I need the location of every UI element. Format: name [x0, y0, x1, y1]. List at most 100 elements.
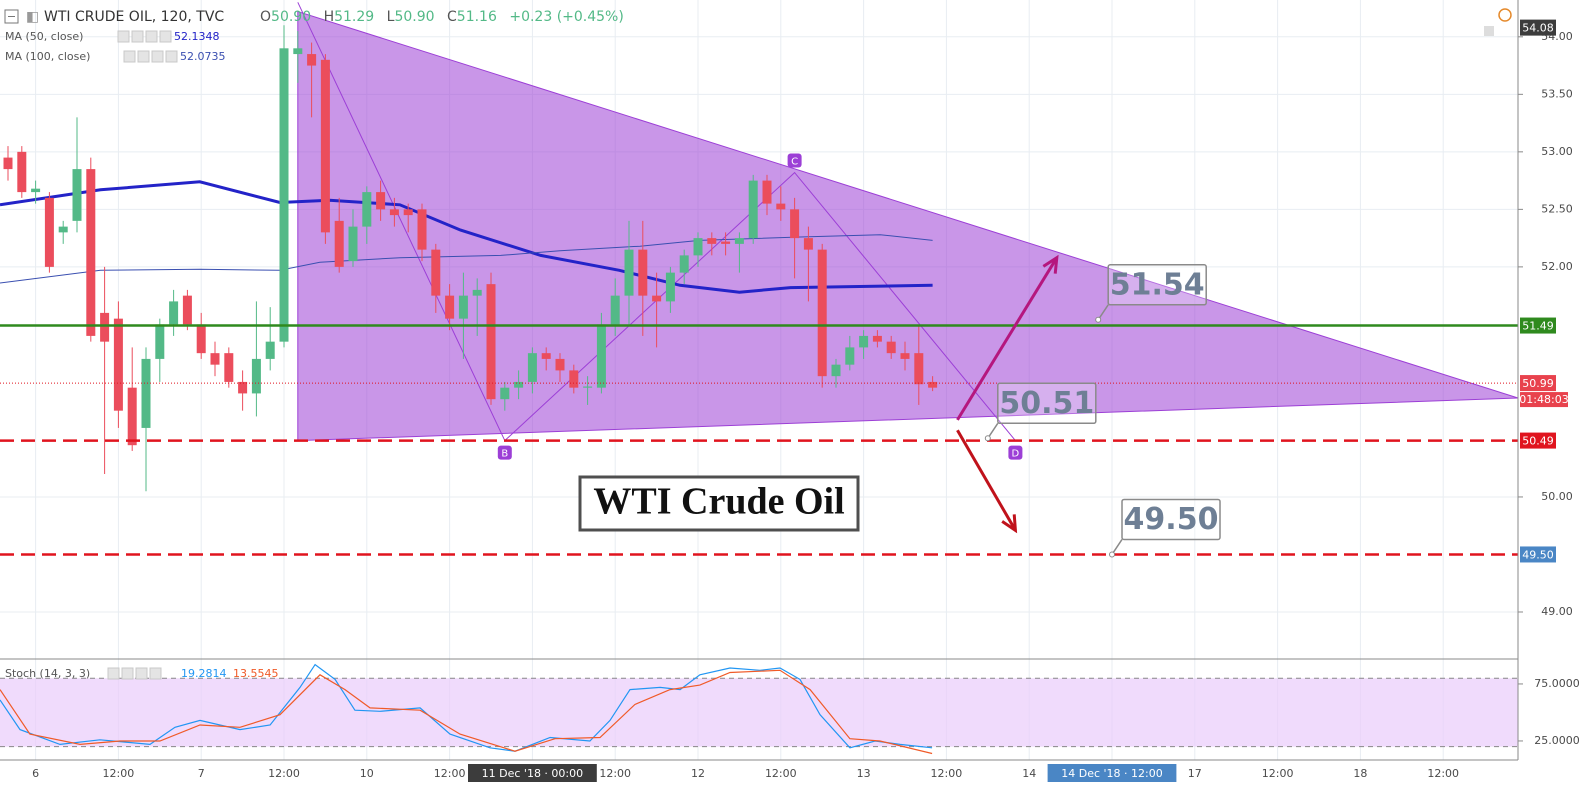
candle-body: [610, 295, 620, 325]
icon[interactable]: [165, 50, 178, 63]
candle-body: [748, 180, 758, 239]
arrow: [956, 429, 1017, 532]
marks-layer: [0, 25, 1518, 755]
arrow-head: [1001, 514, 1018, 534]
x-tick-label: 18: [1353, 767, 1367, 780]
ma50-legend: MA (50, close): [5, 30, 83, 43]
title-box: [578, 475, 860, 532]
stoch-line: [0, 663, 933, 752]
candle-body: [541, 353, 551, 359]
icon[interactable]: [131, 30, 144, 43]
candle-body: [472, 289, 482, 296]
callout-label: 50.51: [999, 386, 1094, 421]
candle-body: [679, 255, 689, 273]
level-axis-label: 51.49: [1522, 320, 1554, 333]
ohlc-row: O50.90 H51.29 L50.90 C51.16 +0.23 (+0.45…: [260, 9, 624, 25]
candle-body: [113, 318, 123, 411]
candle-body: [734, 238, 744, 244]
change-value: +0.23 (+0.45%): [509, 9, 623, 25]
icon[interactable]: [117, 30, 130, 43]
pattern-point-box: [787, 153, 802, 168]
ohlc-key: L: [387, 9, 395, 25]
candle-body: [900, 353, 910, 359]
x-tick-label: 12:00: [103, 767, 135, 780]
candle-body: [665, 272, 675, 302]
pattern-point-label: D: [1012, 449, 1020, 460]
candle-body: [790, 209, 800, 239]
x-tick-label: 14 Dec '18 · 12:00: [1061, 767, 1163, 780]
title-box-text: WTI Crude Oil: [593, 481, 844, 523]
pattern-point-label: B: [501, 449, 508, 460]
ohlc-key: C: [447, 9, 457, 25]
level-axis-box: [1520, 375, 1556, 392]
y-tick-label: 25.0000: [1534, 734, 1580, 747]
y-tick-label: 49.00: [1541, 605, 1573, 618]
x-tick-label: 17: [1188, 767, 1202, 780]
pattern-point-label: C: [791, 157, 798, 168]
x-tick-highlight: [468, 764, 597, 782]
callout-anchor: [1095, 316, 1102, 323]
ohlc-value: 51.16: [457, 9, 497, 25]
candle-body: [859, 335, 869, 348]
price-marker-box: [1520, 19, 1556, 36]
candle-body: [514, 381, 524, 388]
icon[interactable]: [107, 667, 120, 680]
candle-body: [320, 59, 330, 233]
candle-body: [169, 301, 179, 325]
pattern-point-box: [1008, 445, 1023, 460]
alert-icon[interactable]: [1498, 8, 1512, 22]
callout-pointer: [1097, 304, 1109, 321]
ma100-value: 52.0735: [180, 50, 226, 63]
ma100-legend: MA (100, close): [5, 50, 90, 63]
candle-body: [279, 48, 289, 342]
candle-body: [596, 324, 606, 388]
candle-body: [707, 238, 717, 244]
stoch-legend: Stoch (14, 3, 3): [5, 667, 90, 680]
candle-body: [914, 353, 924, 385]
candle-body: [403, 209, 413, 216]
candle-body: [527, 353, 537, 382]
icon[interactable]: [137, 50, 150, 63]
icon[interactable]: [159, 30, 172, 43]
y-tick-label: 52.50: [1541, 202, 1573, 215]
candle-body: [569, 370, 579, 388]
x-tick-label: 12:00: [765, 767, 797, 780]
level-axis-box: [1520, 546, 1556, 563]
ma-line: [0, 234, 933, 284]
candle-body: [389, 209, 399, 216]
price-marker-label: 54.08: [1522, 22, 1554, 35]
x-tick-label: 13: [857, 767, 871, 780]
callout-box: [997, 382, 1097, 425]
collapse-icon[interactable]: [4, 9, 19, 24]
candle-body: [417, 209, 427, 250]
x-tick-label: 6: [32, 767, 39, 780]
level-axis-label: 50.99: [1522, 377, 1554, 390]
level-axis-box: [1520, 432, 1556, 449]
icon[interactable]: [123, 50, 136, 63]
candle-body: [872, 335, 882, 342]
candle-body: [638, 249, 648, 296]
icon[interactable]: [145, 30, 158, 43]
ma-line: [0, 180, 933, 294]
icon[interactable]: [149, 667, 162, 680]
candle-body: [17, 151, 27, 193]
pattern-zigzag: [297, 2, 1016, 442]
candle-body: [693, 238, 703, 256]
stoch-band: [0, 678, 1518, 747]
icon[interactable]: [151, 50, 164, 63]
x-tick-label: 12:00: [1427, 767, 1459, 780]
scale-icon[interactable]: [1484, 26, 1494, 36]
y-tick-label: 53.00: [1541, 145, 1573, 158]
symbol-flag: ◧: [26, 9, 39, 25]
level-axis-label: 50.49: [1522, 435, 1554, 448]
candle-body: [486, 284, 496, 400]
stoch-line: [0, 669, 933, 755]
icon[interactable]: [135, 667, 148, 680]
candle-body: [886, 341, 896, 354]
x-tick-label: 12:00: [599, 767, 631, 780]
icon[interactable]: [121, 667, 134, 680]
candle-body: [500, 387, 510, 400]
candle-body: [224, 353, 234, 382]
